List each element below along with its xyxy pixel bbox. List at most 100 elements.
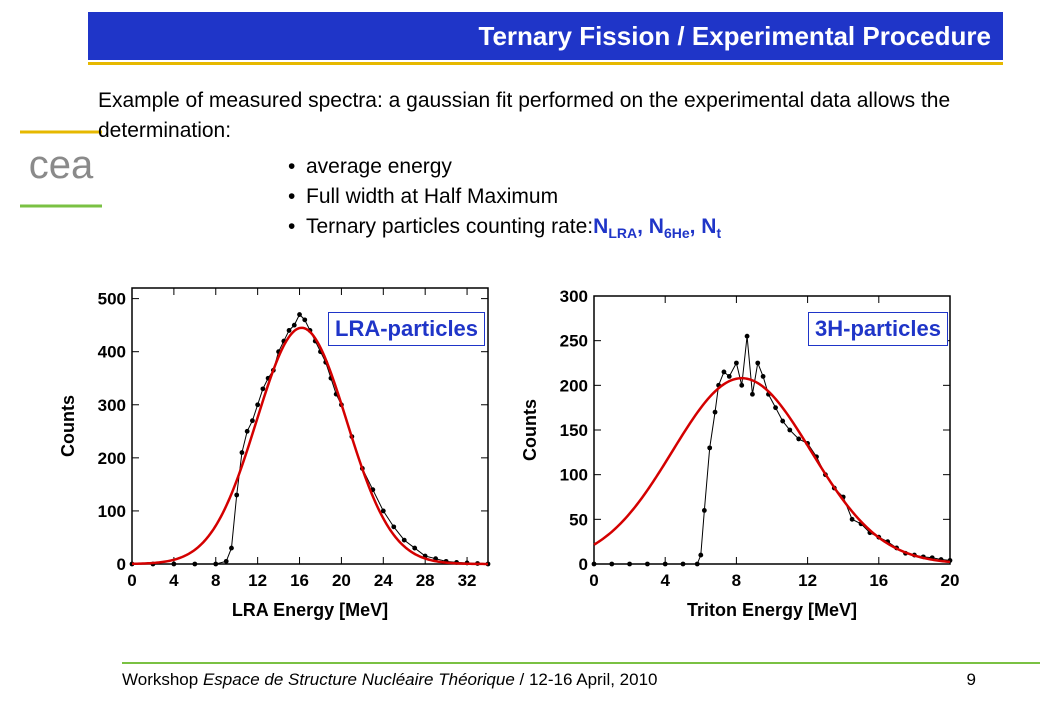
y-tick-label: 150 bbox=[560, 421, 588, 440]
footer-text: Workshop Espace de Structure Nucléaire T… bbox=[122, 670, 658, 689]
data-point bbox=[739, 382, 745, 388]
data-point bbox=[721, 369, 727, 375]
x-tick-label: 8 bbox=[211, 571, 220, 590]
slide-title: Ternary Fission / Experimental Procedure bbox=[478, 21, 991, 51]
x-tick-label: 12 bbox=[798, 571, 817, 590]
bullet-item: • Ternary particles counting rate: NLRA, … bbox=[288, 212, 721, 248]
data-point bbox=[760, 374, 766, 379]
data-point bbox=[213, 561, 219, 567]
y-tick-label: 300 bbox=[98, 396, 126, 415]
data-point bbox=[171, 561, 177, 567]
counting-rate-symbols: NLRA, N6He, Nt bbox=[593, 215, 722, 242]
page-number: 9 bbox=[966, 670, 976, 689]
data-point bbox=[286, 328, 292, 333]
data-point bbox=[773, 405, 778, 411]
x-tick-label: 12 bbox=[248, 571, 267, 590]
x-tick-label: 0 bbox=[127, 571, 136, 590]
y-tick-label: 50 bbox=[569, 510, 588, 529]
bullet-dot-icon: • bbox=[288, 185, 296, 208]
x-axis-label: LRA Energy [MeV] bbox=[232, 600, 388, 620]
triton-chart-label: 3H-particles bbox=[808, 312, 948, 346]
bullet-text: Ternary particles counting rate: bbox=[306, 215, 594, 238]
data-point bbox=[260, 386, 266, 392]
data-point bbox=[223, 558, 229, 564]
data-point bbox=[694, 561, 700, 567]
y-axis-label: Counts bbox=[520, 399, 540, 461]
y-axis-label: Counts bbox=[58, 395, 78, 457]
footer-line bbox=[122, 662, 1040, 664]
x-tick-label: 24 bbox=[374, 571, 393, 590]
lra-chart-label: LRA-particles bbox=[328, 312, 486, 346]
x-tick-label: 0 bbox=[589, 571, 598, 590]
data-point bbox=[255, 402, 261, 408]
data-point bbox=[712, 409, 718, 415]
data-line bbox=[594, 336, 951, 565]
bullet-text: average energy bbox=[306, 155, 452, 178]
data-point bbox=[401, 537, 407, 543]
title-bar: Ternary Fission / Experimental Procedure bbox=[88, 12, 1003, 60]
data-point bbox=[707, 445, 713, 451]
data-point bbox=[755, 360, 761, 366]
gaussian-fit-line bbox=[131, 326, 489, 566]
cea-logo-icon: cea bbox=[20, 130, 102, 208]
data-point bbox=[734, 360, 739, 366]
data-point bbox=[662, 561, 668, 567]
data-point bbox=[239, 450, 245, 455]
x-tick-label: 20 bbox=[941, 571, 960, 590]
data-point bbox=[609, 561, 615, 567]
data-point bbox=[391, 524, 397, 530]
y-tick-label: 400 bbox=[98, 343, 126, 362]
data-point bbox=[780, 418, 786, 424]
y-tick-label: 100 bbox=[98, 502, 126, 521]
x-tick-label: 20 bbox=[332, 571, 351, 590]
x-tick-label: 16 bbox=[290, 571, 309, 590]
data-point bbox=[744, 333, 750, 339]
plot-frame bbox=[131, 287, 489, 565]
y-tick-label: 300 bbox=[560, 287, 588, 306]
bullet-text: Full width at Half Maximum bbox=[306, 185, 559, 208]
data-point bbox=[380, 508, 386, 514]
data-line bbox=[132, 313, 489, 565]
data-point bbox=[627, 561, 632, 567]
data-point bbox=[726, 374, 732, 379]
bullet-list: • average energy • Full width at Half Maxi… bbox=[288, 152, 721, 248]
data-point bbox=[297, 312, 302, 317]
data-point bbox=[412, 545, 418, 551]
data-point bbox=[250, 418, 255, 424]
y-tick-label: 100 bbox=[560, 466, 588, 485]
data-point bbox=[302, 317, 308, 323]
data-point bbox=[234, 492, 240, 498]
bullet-item: • Full width at Half Maximum bbox=[288, 182, 721, 212]
bullet-item: • average energy bbox=[288, 152, 721, 182]
y-tick-label: 200 bbox=[560, 376, 588, 395]
logo-text: cea bbox=[29, 143, 94, 187]
x-axis-label: Triton Energy [MeV] bbox=[687, 600, 857, 620]
lra-chart: 0 4 8 12 16 20 24 28 32 0 100 200 300 400 500 LRA Energ… bbox=[40, 280, 510, 640]
data-point bbox=[229, 545, 234, 551]
data-point bbox=[591, 561, 597, 567]
x-tick-label: 4 bbox=[169, 571, 179, 590]
x-tick-label: 28 bbox=[416, 571, 435, 590]
y-tick-label: 0 bbox=[579, 555, 588, 574]
data-point bbox=[291, 322, 297, 328]
data-point bbox=[680, 561, 686, 567]
intro-text: Example of measured spectra: a gaussian … bbox=[98, 89, 951, 142]
gaussian-fit-line bbox=[593, 376, 951, 564]
x-tick-label: 8 bbox=[732, 571, 741, 590]
y-tick-label: 0 bbox=[117, 555, 126, 574]
title-underline bbox=[88, 62, 1003, 65]
lra-chart-svg: 0 4 8 12 16 20 24 28 32 0 100 200 300 400 500 LRA Energ… bbox=[58, 287, 491, 620]
y-tick-label: 200 bbox=[98, 449, 126, 468]
data-point bbox=[796, 436, 802, 442]
data-point bbox=[244, 428, 250, 434]
data-point bbox=[645, 561, 650, 567]
bullet-dot-icon: • bbox=[288, 215, 296, 238]
x-tick-label: 16 bbox=[869, 571, 888, 590]
data-point bbox=[787, 427, 793, 433]
data-point bbox=[849, 516, 855, 522]
x-tick-label: 4 bbox=[660, 571, 670, 590]
x-tick-label: 32 bbox=[458, 571, 477, 590]
bullet-dot-icon: • bbox=[288, 155, 296, 178]
y-tick-label: 250 bbox=[560, 332, 588, 351]
